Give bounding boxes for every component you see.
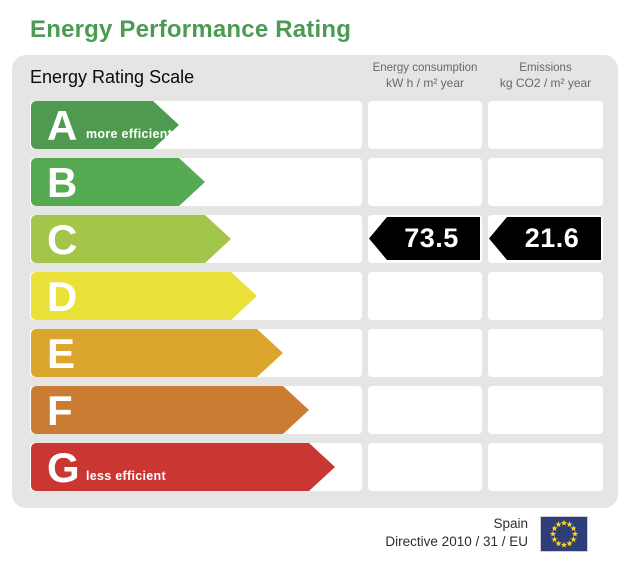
eu-star (566, 540, 573, 547)
eu-star (555, 521, 562, 528)
eu-flag-icon (540, 516, 588, 552)
eu-star (555, 540, 562, 547)
eu-star (560, 519, 568, 526)
emissions-cell-E (488, 329, 603, 377)
rating-scale-cell-D: D (30, 272, 362, 320)
energy-consumption-cell-E (368, 329, 482, 377)
rating-arrow-G (31, 443, 335, 491)
column-unit: kg CO2 / m² year (499, 76, 592, 90)
energy-consumption-indicator: 73.5 (369, 217, 480, 260)
eu-star (570, 536, 577, 543)
column-name: Emissions (519, 62, 572, 74)
eu-star (551, 525, 558, 532)
eu-star (570, 525, 577, 532)
rating-letter-G: G (47, 444, 80, 491)
eu-star (549, 530, 557, 537)
column-header-energy-consumption: Energy consumption kW h / m² year (368, 61, 482, 91)
rating-arrow-E (31, 329, 283, 377)
rating-letter-B: B (47, 159, 78, 206)
energy-consumption-cell-A (368, 101, 482, 149)
emissions-cell-B (488, 158, 603, 206)
column-name: Energy consumption (372, 62, 478, 74)
rating-letter-C: C (47, 216, 78, 263)
rating-scale-cell-C: C (30, 215, 362, 263)
energy-consumption-cell-F (368, 386, 482, 434)
eu-star (560, 541, 568, 548)
rating-scale-cell-F: F (30, 386, 362, 434)
energy-consumption-indicator-value: 73.5 (404, 223, 459, 253)
eu-star (551, 536, 558, 543)
eu-star (571, 530, 579, 537)
emissions-cell-C: 21.6 (488, 215, 603, 263)
efficiency-note: less efficient (86, 469, 166, 483)
column-unit: kW h / m² year (385, 76, 464, 90)
rating-scale-cell-E: E (30, 329, 362, 377)
rating-arrow-F (31, 386, 309, 434)
energy-consumption-cell-B (368, 158, 482, 206)
emissions-cell-F (488, 386, 603, 434)
rating-arrow-C (31, 215, 231, 263)
rating-arrow-A (31, 101, 179, 149)
eu-star (566, 521, 573, 528)
rating-letter-D: D (47, 273, 78, 320)
rating-panel: Energy Rating Scale Energy consumption k… (12, 55, 618, 508)
energy-consumption-cell-D (368, 272, 482, 320)
directive-label: Directive 2010 / 31 / EU (385, 534, 528, 549)
efficiency-note: more efficient (86, 127, 173, 141)
rating-scale-cell-B: B (30, 158, 362, 206)
rating-letter-E: E (47, 330, 76, 377)
rating-letter-A: A (47, 102, 78, 149)
page-title: Energy Performance Rating (30, 16, 352, 43)
rating-arrow-D (31, 272, 257, 320)
country-label: Spain (493, 516, 528, 531)
energy-consumption-cell-C: 73.5 (368, 215, 482, 263)
rating-letter-F: F (47, 387, 73, 434)
energy-consumption-cell-G (368, 443, 482, 491)
emissions-cell-G (488, 443, 603, 491)
emissions-indicator-value: 21.6 (524, 223, 580, 253)
column-header-emissions: Emissions kg CO2 / m² year (488, 61, 603, 91)
left-arrow-icon (369, 217, 480, 260)
emissions-indicator: 21.6 (489, 217, 601, 260)
emissions-cell-A (488, 101, 603, 149)
emissions-cell-D (488, 272, 603, 320)
scale-heading: Energy Rating Scale (30, 67, 195, 87)
footer: Spain Directive 2010 / 31 / EU (385, 515, 528, 551)
left-arrow-icon (489, 217, 601, 260)
rating-arrow-B (31, 158, 205, 206)
